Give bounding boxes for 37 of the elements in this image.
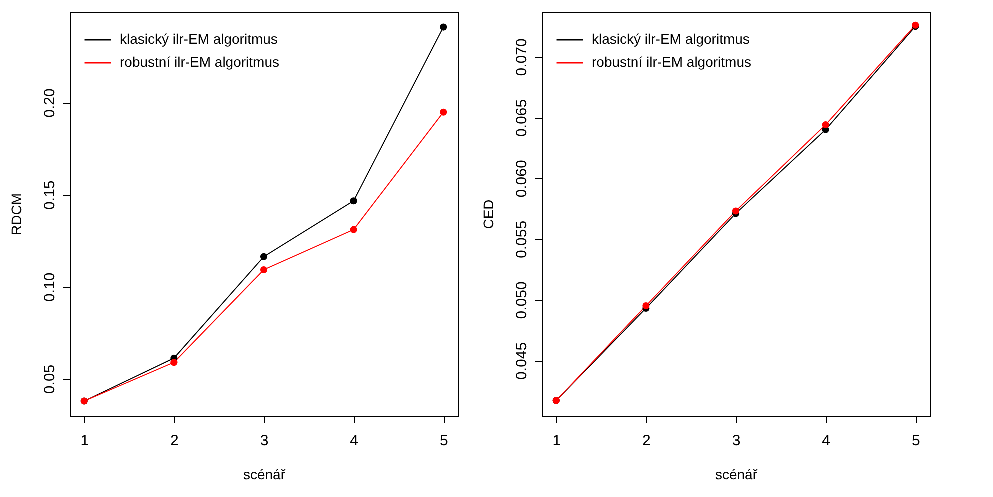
- y-tick-label: 0.065: [514, 99, 530, 137]
- legend-label: klasický ilr-EM algoritmus: [592, 31, 750, 47]
- legend-label: robustní ilr-EM algoritmus: [592, 54, 752, 70]
- x-tick-label: 1: [80, 432, 90, 450]
- x-tick-label: 4: [350, 432, 358, 450]
- point: [350, 226, 358, 234]
- x-tick-label: 3: [732, 432, 741, 450]
- point: [440, 24, 448, 31]
- y-tick-label: 0.15: [42, 180, 58, 210]
- y-tick-label: 0.055: [514, 220, 530, 258]
- y-axis-title: CED: [480, 200, 496, 230]
- y-axis-title: RDCM: [8, 194, 24, 236]
- y-tick-label: 0.10: [42, 272, 58, 302]
- point: [170, 359, 178, 366]
- x-axis-title: scénář: [715, 466, 758, 482]
- point: [732, 208, 740, 215]
- x-tick-label: 2: [170, 432, 179, 450]
- x-axis-title: scénář: [243, 466, 286, 482]
- x-tick-label: 4: [822, 432, 830, 450]
- point: [260, 253, 268, 260]
- y-tick-label: 0.060: [514, 160, 530, 198]
- x-tick-label: 2: [642, 432, 651, 450]
- y-tick-label: 0.070: [514, 38, 530, 76]
- x-tick-label: 5: [912, 432, 920, 450]
- legend-label: robustní ilr-EM algoritmus: [120, 54, 280, 70]
- x-tick-label: 3: [260, 432, 269, 450]
- x-tick-label: 5: [440, 432, 448, 450]
- y-tick-label: 0.05: [42, 364, 58, 394]
- y-tick-label: 0.045: [514, 342, 530, 380]
- legend-label: klasický ilr-EM algoritmus: [120, 31, 278, 47]
- point: [350, 198, 358, 205]
- x-tick-label: 1: [552, 432, 562, 450]
- point: [260, 266, 268, 274]
- point: [440, 108, 448, 116]
- y-tick-label: 0.050: [514, 282, 530, 320]
- point: [822, 121, 830, 129]
- y-tick-label: 0.20: [42, 88, 58, 118]
